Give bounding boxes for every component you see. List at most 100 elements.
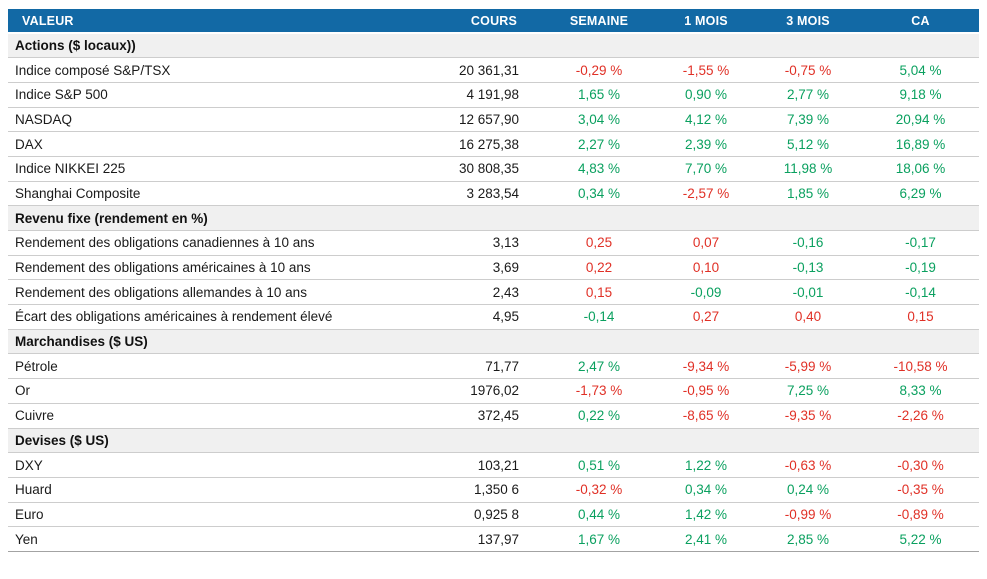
column-header-1mois: 1 MOIS — [658, 9, 754, 34]
table-row: Euro 0,925 8 0,44 % 1,42 % -0,99 % -0,89… — [8, 502, 979, 528]
cours-cell: 4,95 — [448, 304, 540, 330]
semaine-cell: -0,29 % — [540, 57, 658, 83]
semaine-cell: 2,47 % — [540, 353, 658, 380]
3mois-cell: -0,99 % — [754, 502, 862, 528]
cours-cell: 20 361,31 — [448, 57, 540, 83]
row-label: Euro — [8, 502, 448, 528]
cours-cell: 0,925 8 — [448, 502, 540, 528]
1mois-cell: 4,12 % — [658, 107, 754, 133]
table-row: DXY 103,21 0,51 % 1,22 % -0,63 % -0,30 % — [8, 452, 979, 478]
1mois-cell: 1,42 % — [658, 502, 754, 528]
cours-cell: 3,69 — [448, 255, 540, 281]
table-row: Rendement des obligations américaines à … — [8, 255, 979, 281]
semaine-cell: 1,67 % — [540, 526, 658, 552]
cours-cell: 137,97 — [448, 526, 540, 552]
semaine-cell: 0,25 — [540, 230, 658, 256]
ca-cell: 8,33 % — [862, 378, 979, 404]
3mois-cell: -0,16 — [754, 230, 862, 256]
3mois-cell: 1,85 % — [754, 181, 862, 207]
semaine-cell: -1,73 % — [540, 378, 658, 404]
table-row: Cuivre 372,45 0,22 % -8,65 % -9,35 % -2,… — [8, 403, 979, 429]
1mois-cell: -0,09 — [658, 279, 754, 306]
1mois-cell: 0,27 — [658, 304, 754, 330]
3mois-cell: -0,01 — [754, 279, 862, 306]
row-label: DXY — [8, 452, 448, 478]
1mois-cell: 0,10 — [658, 255, 754, 281]
row-label: Rendement des obligations américaines à … — [8, 255, 448, 281]
section-title: Revenu fixe (rendement en %) — [8, 205, 979, 231]
table-row: Shanghai Composite 3 283,54 0,34 % -2,57… — [8, 181, 979, 207]
semaine-cell: 0,22 % — [540, 403, 658, 429]
table-row: NASDAQ 12 657,90 3,04 % 4,12 % 7,39 % 20… — [8, 107, 979, 133]
cours-cell: 1,350 6 — [448, 477, 540, 503]
ca-cell: 5,04 % — [862, 57, 979, 83]
semaine-cell: 1,65 % — [540, 82, 658, 108]
section-title: Marchandises ($ US) — [8, 328, 979, 355]
1mois-cell: 2,39 % — [658, 131, 754, 157]
3mois-cell: -0,75 % — [754, 57, 862, 83]
ca-cell: 0,15 — [862, 304, 979, 330]
row-label: DAX — [8, 131, 448, 157]
section-title: Actions ($ locaux)) — [8, 33, 979, 59]
table-row: Indice NIKKEI 225 30 808,35 4,83 % 7,70 … — [8, 156, 979, 182]
cours-cell: 3 283,54 — [448, 181, 540, 207]
table-row: Huard 1,350 6 -0,32 % 0,34 % 0,24 % -0,3… — [8, 477, 979, 503]
section-header-marchandises: Marchandises ($ US) — [8, 328, 979, 355]
semaine-cell: 0,22 — [540, 255, 658, 281]
semaine-cell: -0,14 — [540, 304, 658, 330]
ca-cell: 20,94 % — [862, 107, 979, 133]
cours-cell: 3,13 — [448, 230, 540, 256]
table-row: Pétrole 71,77 2,47 % -9,34 % -5,99 % -10… — [8, 353, 979, 380]
market-data-table: VALEUR COURS SEMAINE 1 MOIS 3 MOIS CA Ac… — [8, 9, 979, 552]
1mois-cell: 1,22 % — [658, 452, 754, 478]
1mois-cell: -2,57 % — [658, 181, 754, 207]
table-row: Écart des obligations américaines à rend… — [8, 304, 979, 330]
ca-cell: -0,14 — [862, 279, 979, 306]
semaine-cell: 0,44 % — [540, 502, 658, 528]
semaine-cell: 2,27 % — [540, 131, 658, 157]
1mois-cell: 2,41 % — [658, 526, 754, 552]
1mois-cell: 0,07 — [658, 230, 754, 256]
ca-cell: 6,29 % — [862, 181, 979, 207]
3mois-cell: -0,63 % — [754, 452, 862, 478]
row-label: Indice composé S&P/TSX — [8, 57, 448, 83]
column-header-valeur: VALEUR — [8, 9, 448, 34]
row-label: Huard — [8, 477, 448, 503]
ca-cell: -10,58 % — [862, 353, 979, 380]
row-label: Cuivre — [8, 403, 448, 429]
row-label: Rendement des obligations canadiennes à … — [8, 230, 448, 256]
row-label: Écart des obligations américaines à rend… — [8, 304, 448, 330]
ca-cell: -0,17 — [862, 230, 979, 256]
row-label: Indice NIKKEI 225 — [8, 156, 448, 182]
semaine-cell: 4,83 % — [540, 156, 658, 182]
section-header-revenu-fixe: Revenu fixe (rendement en %) — [8, 205, 979, 231]
section-title: Devises ($ US) — [8, 427, 979, 454]
table-row: Or 1976,02 -1,73 % -0,95 % 7,25 % 8,33 % — [8, 378, 979, 404]
semaine-cell: -0,32 % — [540, 477, 658, 503]
cours-cell: 12 657,90 — [448, 107, 540, 133]
3mois-cell: 0,40 — [754, 304, 862, 330]
ca-cell: -0,89 % — [862, 502, 979, 528]
table-row: Indice S&P 500 4 191,98 1,65 % 0,90 % 2,… — [8, 82, 979, 108]
column-header-3mois: 3 MOIS — [754, 9, 862, 34]
3mois-cell: -5,99 % — [754, 353, 862, 380]
ca-cell: -0,30 % — [862, 452, 979, 478]
row-label: Pétrole — [8, 353, 448, 380]
semaine-cell: 0,34 % — [540, 181, 658, 207]
semaine-cell: 3,04 % — [540, 107, 658, 133]
column-header-cours: COURS — [448, 9, 540, 34]
table-row: DAX 16 275,38 2,27 % 2,39 % 5,12 % 16,89… — [8, 131, 979, 157]
column-header-ca: CA — [862, 9, 979, 34]
ca-cell: -0,35 % — [862, 477, 979, 503]
row-label: Indice S&P 500 — [8, 82, 448, 108]
cours-cell: 103,21 — [448, 452, 540, 478]
row-label: NASDAQ — [8, 107, 448, 133]
3mois-cell: -9,35 % — [754, 403, 862, 429]
ca-cell: -0,19 — [862, 255, 979, 281]
semaine-cell: 0,51 % — [540, 452, 658, 478]
ca-cell: -2,26 % — [862, 403, 979, 429]
1mois-cell: 7,70 % — [658, 156, 754, 182]
cours-cell: 30 808,35 — [448, 156, 540, 182]
cours-cell: 1976,02 — [448, 378, 540, 404]
section-header-actions: Actions ($ locaux)) — [8, 33, 979, 59]
